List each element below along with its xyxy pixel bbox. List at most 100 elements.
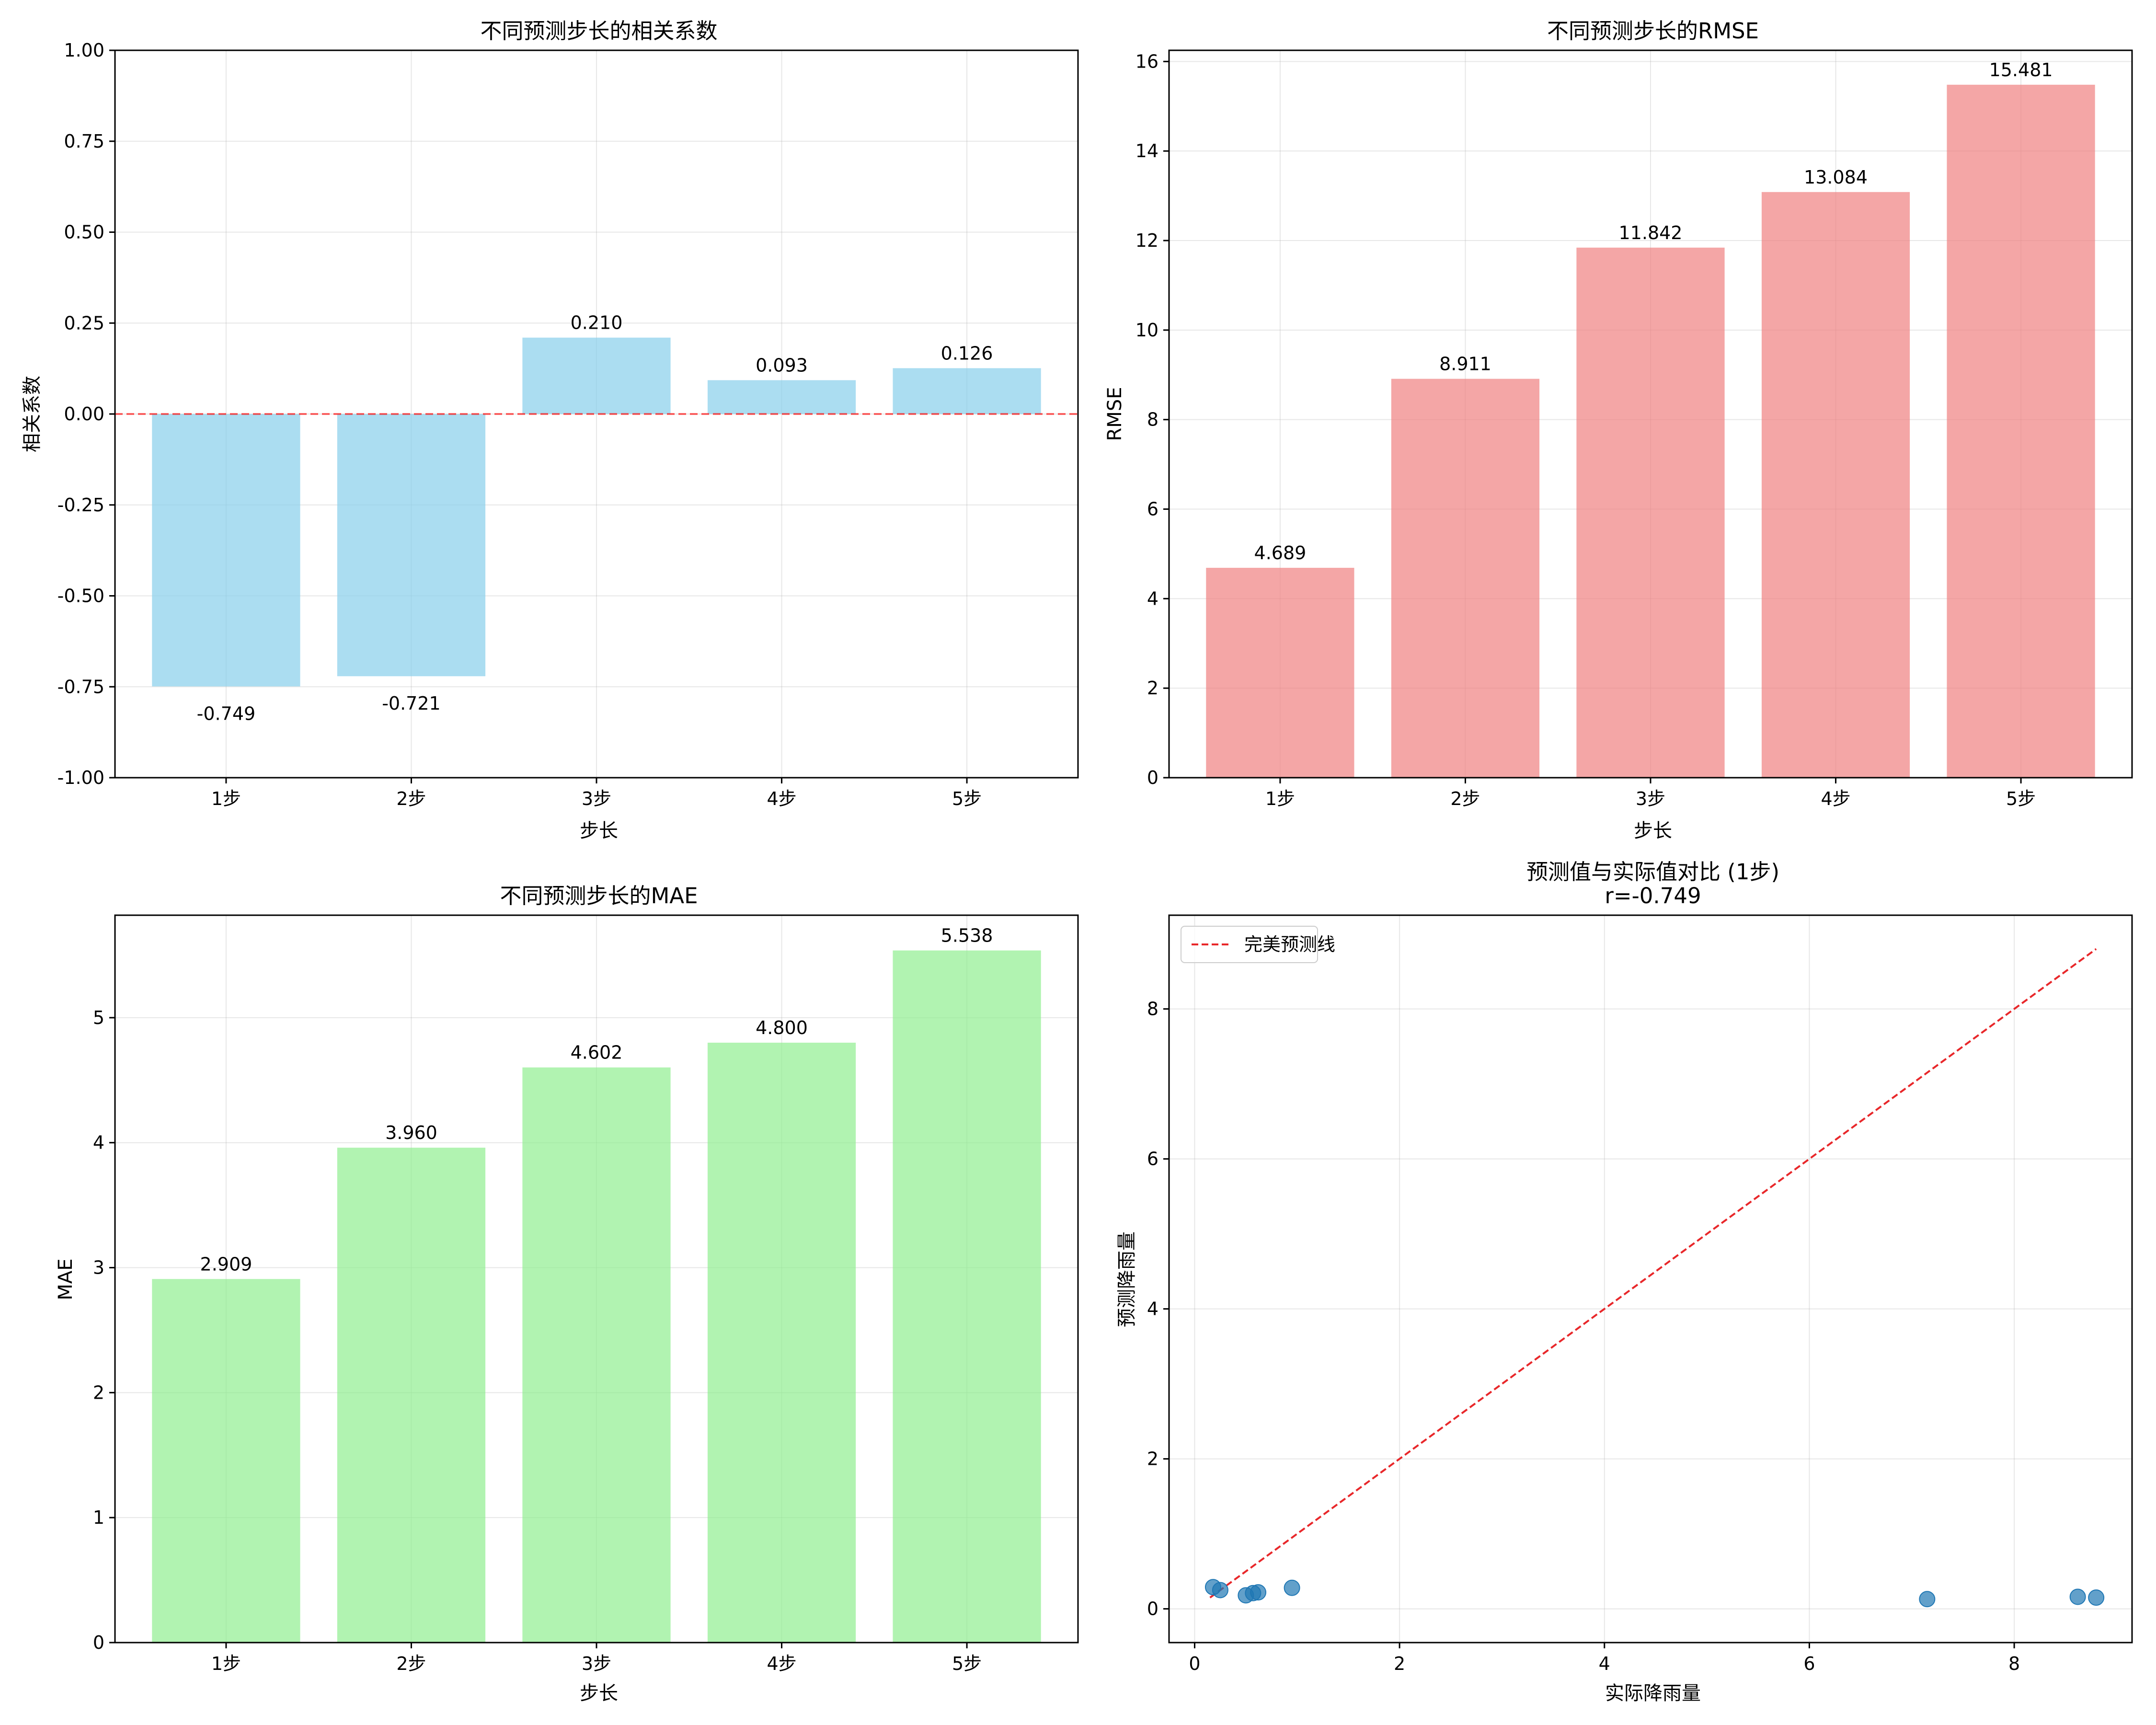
mae-y-tick-label: 0 [93, 1632, 104, 1653]
scatter-y-tick-label: 6 [1147, 1149, 1158, 1170]
legend-frame [1181, 926, 1318, 963]
correlation-bar-value-label: 0.210 [571, 312, 623, 334]
rmse-bar-value-label: 15.481 [1989, 59, 2053, 80]
scatter-legend: 完美预测线 [1181, 926, 1335, 963]
scatter-x-tick-label: 6 [1803, 1653, 1815, 1674]
scatter-x-tick-label: 8 [2008, 1653, 2020, 1674]
correlation-bar-chart: 不同预测步长的相关系数 步长 相关系数 -0.749 -0.721 0.210 0.0… [21, 18, 1079, 842]
scatter-chart-subtitle: r=-0.749 [1605, 883, 1701, 908]
mae-y-tick-label: 5 [93, 1007, 104, 1028]
scatter-point [1212, 1582, 1228, 1598]
mae-bar [152, 1279, 300, 1643]
correlation-bar-value-label: 0.126 [941, 343, 993, 364]
correlation-y-tick-label: 0.00 [64, 403, 104, 425]
rmse-x-tick-label: 4步 [1821, 788, 1850, 809]
rmse-y-tick-label: 16 [1135, 51, 1158, 72]
mae-axes-frame [114, 914, 1079, 1644]
correlation-y-tick-label: -0.25 [57, 494, 104, 516]
mae-x-tick-label: 3步 [582, 1653, 611, 1674]
correlation-x-tick-label: 1步 [211, 788, 241, 809]
mae-y-tick-label: 2 [93, 1382, 104, 1403]
mae-bar-value-label: 4.800 [756, 1017, 808, 1038]
correlation-x-tick-label: 2步 [396, 788, 426, 809]
correlation-y-tick-label: -1.00 [57, 767, 104, 788]
mae-x-tick-label: 4步 [767, 1653, 796, 1674]
scatter-x-tick-label: 0 [1189, 1653, 1200, 1674]
scatter-point [2088, 1589, 2105, 1606]
mae-x-tick-label: 1步 [211, 1653, 241, 1674]
rmse-chart-title: 不同预测步长的RMSE [1547, 18, 1759, 44]
mae-chart-title: 不同预测步长的MAE [500, 883, 698, 908]
scatter-point [1284, 1579, 1300, 1596]
mae-bar [893, 950, 1041, 1643]
mae-x-tick-label: 2步 [396, 1653, 426, 1674]
mae-x-tick-label: 5步 [952, 1653, 982, 1674]
rmse-y-tick-label: 10 [1135, 320, 1158, 341]
scatter-point [2069, 1588, 2086, 1605]
rmse-y-tick-label: 0 [1147, 767, 1158, 788]
scatter-point [1250, 1584, 1267, 1601]
mae-bar-chart: 不同预测步长的MAE 步长 MAE 2.909 3.960 4.602 4.800 5.… [55, 883, 1079, 1704]
scatter-y-tick-label: 2 [1147, 1449, 1158, 1470]
correlation-chart-title: 不同预测步长的相关系数 [480, 18, 717, 44]
mae-bar-value-label: 4.602 [571, 1042, 623, 1063]
mae-bar-value-label: 5.538 [941, 925, 993, 946]
mae-bar [337, 1148, 486, 1643]
correlation-axes-frame [114, 49, 1079, 779]
rmse-y-axis-label: RMSE [1104, 387, 1126, 441]
scatter-perfect-prediction-line [1209, 948, 2097, 1598]
rmse-bar-value-label: 11.842 [1619, 222, 1683, 243]
mae-x-axis-label: 步长 [580, 1682, 618, 1704]
correlation-x-tick-label: 4步 [767, 788, 796, 809]
correlation-bar [707, 380, 856, 414]
mae-bar-value-label: 3.960 [385, 1122, 437, 1143]
correlation-x-tick-label: 5步 [952, 788, 982, 809]
rmse-bar [1576, 247, 1725, 778]
mae-y-tick-label: 4 [93, 1132, 104, 1153]
rmse-bar-chart: 不同预测步长的RMSE 步长 RMSE 4.689 8.911 11.842 13.0… [1104, 18, 2133, 842]
correlation-y-tick-label: 0.25 [64, 312, 104, 334]
rmse-x-axis-label: 步长 [1634, 820, 1672, 842]
scatter-chart-title: 预测值与实际值对比 (1步) [1526, 859, 1779, 885]
correlation-x-tick-label: 3步 [582, 788, 611, 809]
rmse-bar-value-label: 4.689 [1254, 542, 1307, 564]
rmse-bar [1761, 192, 1910, 778]
correlation-bar-value-label: -0.749 [197, 703, 256, 724]
correlation-y-tick-label: -0.50 [57, 586, 104, 607]
rmse-y-tick-label: 8 [1147, 409, 1158, 430]
scatter-axes-frame [1168, 914, 2133, 1644]
mae-bar [707, 1043, 856, 1643]
rmse-bar [1391, 379, 1540, 778]
correlation-bar [152, 414, 300, 687]
scatter-x-axis-label: 实际降雨量 [1605, 1682, 1701, 1704]
legend-entry-perfect-line: 完美预测线 [1244, 934, 1335, 955]
mae-bar-value-label: 2.909 [200, 1254, 252, 1275]
scatter-y-tick-label: 0 [1147, 1598, 1158, 1620]
rmse-x-tick-label: 2步 [1450, 788, 1480, 809]
correlation-y-axis-label: 相关系数 [21, 376, 43, 452]
rmse-bar-value-label: 13.084 [1804, 167, 1868, 188]
rmse-axes-frame [1168, 49, 2133, 779]
rmse-y-tick-label: 14 [1135, 140, 1158, 161]
correlation-x-axis-label: 步长 [580, 820, 618, 842]
correlation-y-tick-label: -0.75 [57, 676, 104, 697]
correlation-y-tick-label: 0.50 [64, 222, 104, 243]
rmse-bar-value-label: 8.911 [1439, 354, 1491, 375]
correlation-bar [893, 368, 1041, 414]
scatter-x-tick-label: 4 [1599, 1653, 1610, 1674]
correlation-bar [337, 414, 486, 677]
scatter-y-axis-label: 预测降雨量 [1116, 1231, 1138, 1327]
rmse-bar [1206, 567, 1354, 778]
rmse-y-tick-label: 6 [1147, 499, 1158, 520]
rmse-x-tick-label: 1步 [1265, 788, 1295, 809]
correlation-y-tick-label: 0.75 [64, 131, 104, 152]
scatter-point [1919, 1591, 1936, 1608]
scatter-x-tick-label: 2 [1394, 1653, 1405, 1674]
mae-y-axis-label: MAE [55, 1258, 77, 1300]
scatter-chart: 预测值与实际值对比 (1步) r=-0.749 实际降雨量 预测降雨量 0 2 4 6… [1116, 859, 2133, 1704]
rmse-y-tick-label: 2 [1147, 678, 1158, 699]
correlation-y-tick-label: 1.00 [64, 40, 104, 61]
mae-y-tick-label: 1 [93, 1507, 104, 1528]
scatter-y-tick-label: 4 [1147, 1299, 1158, 1320]
